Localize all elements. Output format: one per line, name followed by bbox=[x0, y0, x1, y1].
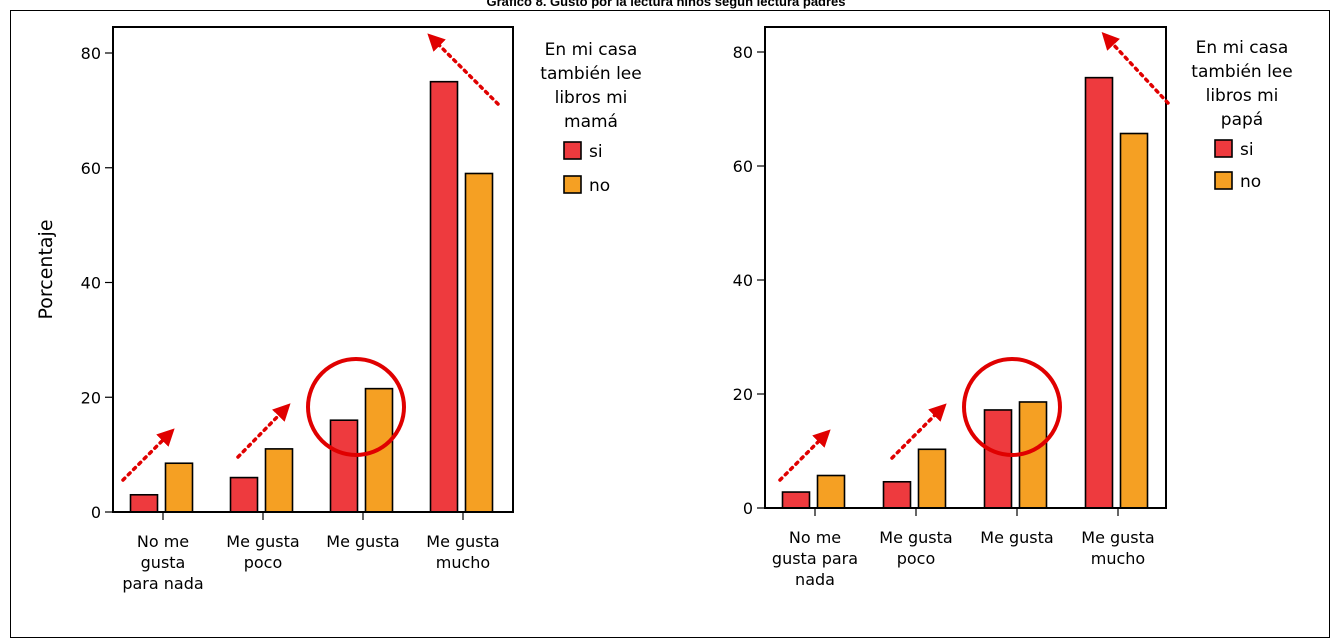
y-tick-label: 0 bbox=[743, 499, 753, 518]
bar-si-1 bbox=[781, 491, 811, 509]
y-tick-label: 0 bbox=[91, 503, 101, 522]
trend-arrow-3 bbox=[1101, 32, 1170, 105]
y-tick-label: 40 bbox=[81, 274, 101, 293]
bar-si-3 bbox=[983, 409, 1013, 509]
bar-no-4 bbox=[464, 172, 494, 513]
figure-frame bbox=[10, 10, 1330, 638]
y-axis-label: Porcentaje bbox=[35, 219, 57, 319]
bar-si-3 bbox=[329, 419, 359, 513]
legend-label-si: si bbox=[1240, 140, 1254, 160]
bar-si-2 bbox=[229, 476, 259, 513]
legend-label-no: no bbox=[1240, 172, 1261, 192]
trend-arrow-2 bbox=[236, 403, 291, 459]
x-tick-label: No me gusta para nada bbox=[122, 532, 203, 593]
trend-arrow-2 bbox=[890, 403, 947, 460]
y-tick-label: 40 bbox=[733, 271, 753, 290]
chart-2: 0 20 40 60 80 No me gusta para nada Me gusta poco… bbox=[733, 26, 1293, 589]
trend-arrow-3 bbox=[427, 33, 500, 106]
bar-si-2 bbox=[882, 480, 912, 509]
x-tick-label: No me gusta para nada bbox=[772, 528, 858, 589]
legend-swatch-si bbox=[1214, 139, 1233, 158]
bar-no-4 bbox=[1119, 132, 1149, 509]
legend-label-no: no bbox=[589, 176, 610, 196]
x-tick-label: Me gusta poco bbox=[879, 528, 952, 568]
page-title: Gráfico 8. Gusto por la lectura niños se… bbox=[486, 0, 846, 9]
x-tick-label: Me gusta bbox=[326, 532, 399, 551]
y-tick-label: 60 bbox=[81, 159, 101, 178]
legend-swatch-no bbox=[563, 175, 582, 194]
x-tick-label: Me gusta mucho bbox=[426, 532, 499, 572]
plot-frame bbox=[764, 26, 1167, 509]
bar-no-2 bbox=[917, 448, 947, 509]
legend-swatch-no bbox=[1214, 171, 1233, 190]
x-tick-label: Me gusta mucho bbox=[1081, 528, 1154, 568]
bar-no-1 bbox=[816, 474, 846, 509]
x-tick-label: Me gusta poco bbox=[226, 532, 299, 572]
y-tick-label: 60 bbox=[733, 157, 753, 176]
legend: En mi casa también lee libros mi mamá si no bbox=[540, 40, 641, 196]
highlight-circle bbox=[306, 357, 406, 457]
legend-title: En mi casa también lee libros mi papá bbox=[1191, 38, 1292, 130]
legend: En mi casa también lee libros mi papá si no bbox=[1191, 38, 1292, 192]
bar-no-2 bbox=[264, 448, 294, 513]
bar-no-1 bbox=[164, 462, 194, 513]
y-tick-label: 20 bbox=[81, 388, 101, 407]
plot-frame bbox=[112, 26, 514, 513]
trend-arrow-1 bbox=[778, 429, 831, 482]
bar-si-1 bbox=[129, 493, 159, 513]
legend-swatch-si bbox=[563, 141, 582, 160]
trend-arrow-1 bbox=[121, 428, 175, 482]
y-tick-label: 80 bbox=[733, 43, 753, 62]
highlight-circle bbox=[962, 357, 1062, 457]
legend-title: En mi casa también lee libros mi mamá bbox=[540, 40, 641, 132]
y-tick-label: 20 bbox=[733, 385, 753, 404]
bar-si-4 bbox=[1084, 76, 1114, 509]
bar-si-4 bbox=[429, 80, 459, 513]
y-tick-label: 80 bbox=[81, 44, 101, 63]
x-tick-label: Me gusta bbox=[980, 528, 1053, 547]
chart-1: 0 20 40 60 80 No me gusta para nada Me gusta poco… bbox=[35, 26, 642, 593]
legend-label-si: si bbox=[589, 142, 603, 162]
